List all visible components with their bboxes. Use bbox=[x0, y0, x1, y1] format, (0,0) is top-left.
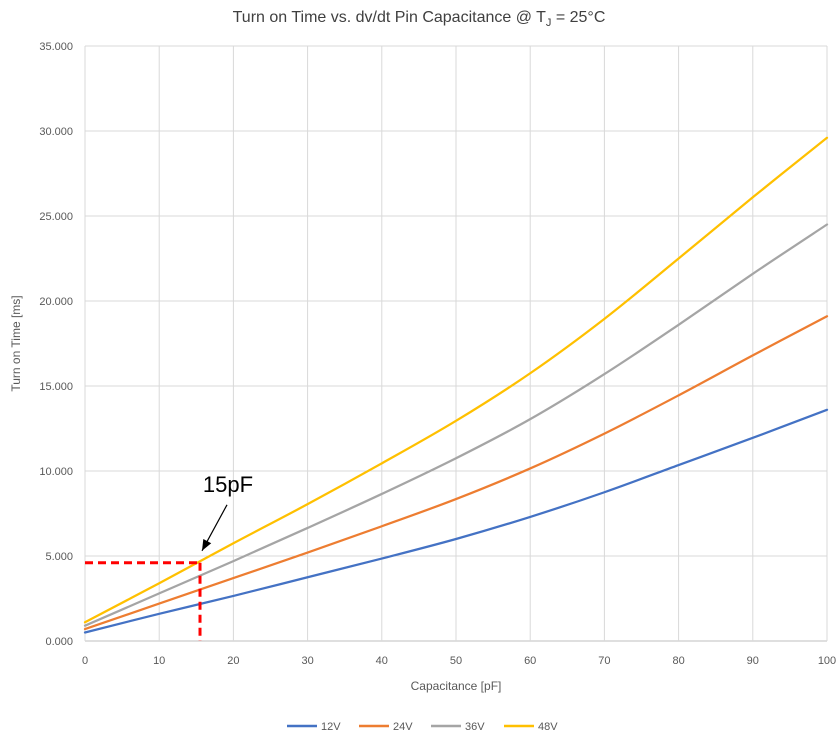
chart-title-main: Turn on Time vs. dv/dt Pin Capacitance @… bbox=[233, 9, 546, 26]
y-tick-label: 15.000 bbox=[39, 381, 73, 393]
legend: 12V 24V 36V 48V bbox=[287, 721, 558, 733]
series-line-12V bbox=[83, 408, 829, 634]
x-tick-label: 90 bbox=[747, 655, 759, 667]
legend-item-12V: 12V bbox=[287, 721, 341, 733]
y-axis-ticks: 0.000 5.000 10.000 15.000 20.000 25.000 30.000… bbox=[39, 41, 73, 648]
y-tick-label: 0.000 bbox=[45, 636, 73, 648]
gridlines bbox=[84, 45, 828, 642]
chart-title-subscript: J bbox=[546, 17, 552, 29]
x-tick-label: 30 bbox=[301, 655, 313, 667]
x-tick-label: 100 bbox=[818, 655, 836, 667]
legend-label: 36V bbox=[465, 721, 485, 733]
y-tick-label: 25.000 bbox=[39, 211, 73, 223]
legend-label: 48V bbox=[538, 721, 558, 733]
x-tick-label: 70 bbox=[598, 655, 610, 667]
x-tick-label: 0 bbox=[82, 655, 88, 667]
annotation: 15pF bbox=[85, 472, 253, 641]
x-tick-label: 10 bbox=[153, 655, 165, 667]
x-tick-label: 40 bbox=[376, 655, 388, 667]
y-tick-label: 35.000 bbox=[39, 41, 73, 53]
x-tick-label: 50 bbox=[450, 655, 462, 667]
legend-item-36V: 36V bbox=[431, 721, 485, 733]
x-axis-ticks: 0 10 20 30 40 50 60 70 80 90 100 bbox=[82, 655, 836, 667]
annotation-label: 15pF bbox=[203, 472, 253, 497]
x-tick-label: 60 bbox=[524, 655, 536, 667]
x-axis-title: Capacitance [pF] bbox=[411, 679, 502, 693]
series-line-48V bbox=[83, 136, 829, 624]
chart-title-suffix: = 25°C bbox=[551, 9, 605, 26]
series-line-24V bbox=[83, 315, 829, 631]
y-axis-title: Turn on Time [ms] bbox=[9, 295, 23, 391]
y-tick-label: 30.000 bbox=[39, 126, 73, 138]
x-tick-label: 20 bbox=[227, 655, 239, 667]
annotation-arrow-head bbox=[202, 538, 212, 551]
legend-item-24V: 24V bbox=[359, 721, 413, 733]
legend-label: 12V bbox=[321, 721, 341, 733]
legend-label: 24V bbox=[393, 721, 413, 733]
legend-item-48V: 48V bbox=[504, 721, 558, 733]
y-tick-label: 10.000 bbox=[39, 466, 73, 478]
x-tick-label: 80 bbox=[672, 655, 684, 667]
series-lines bbox=[83, 136, 829, 634]
y-tick-label: 5.000 bbox=[45, 551, 73, 563]
chart-title: Turn on Time vs. dv/dt Pin Capacitance @… bbox=[233, 9, 606, 29]
y-tick-label: 20.000 bbox=[39, 296, 73, 308]
series-line-36V bbox=[83, 223, 829, 627]
